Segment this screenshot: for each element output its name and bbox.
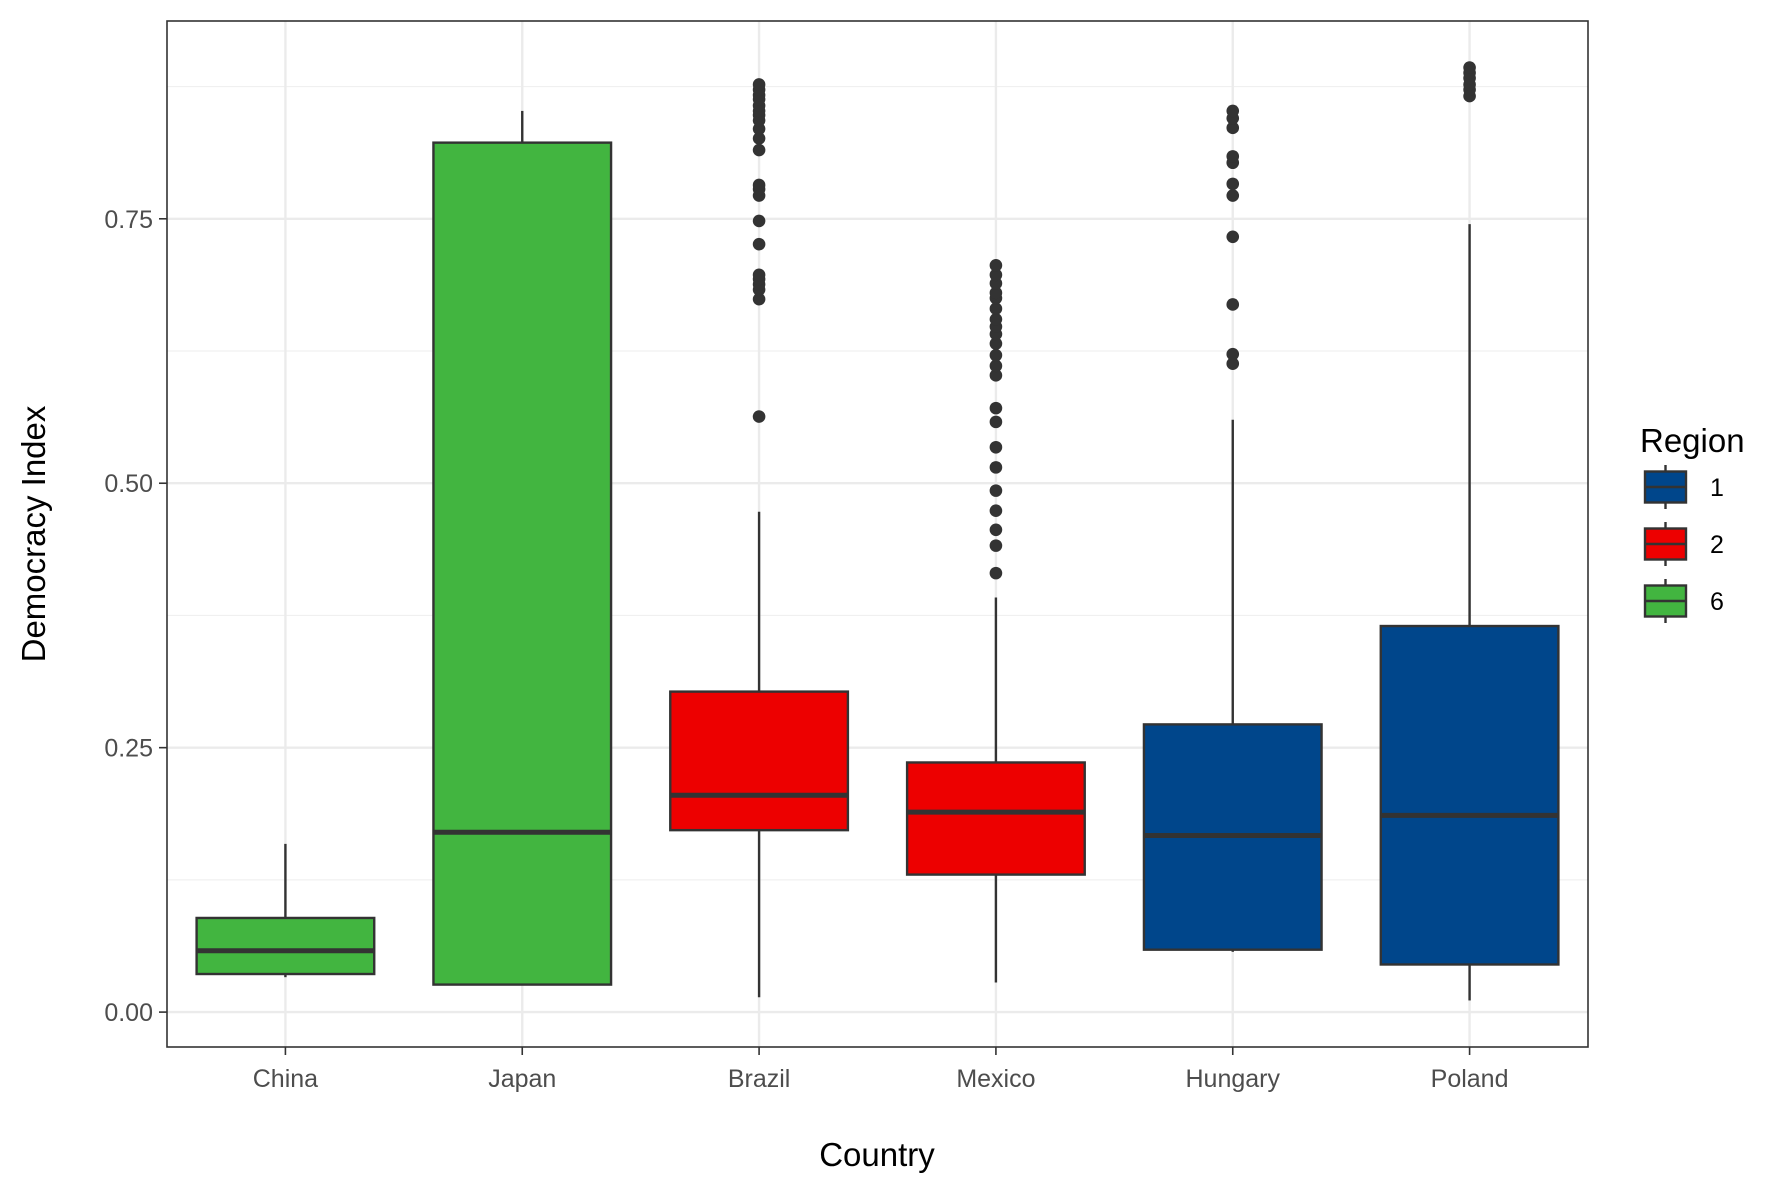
y-tick-label: 0.50	[104, 470, 153, 498]
box-hungary	[1142, 104, 1323, 952]
y-tick-label: 0.00	[104, 999, 153, 1027]
x-tick-label: Japan	[488, 1065, 556, 1093]
iqr-box	[905, 761, 1086, 876]
outlier-point	[1226, 104, 1240, 118]
outlier-point	[752, 268, 766, 282]
iqr-box	[1379, 624, 1560, 966]
box-china	[195, 843, 376, 978]
x-tick-label: Mexico	[956, 1065, 1035, 1093]
legend-label: 1	[1710, 474, 1724, 502]
iqr-box	[669, 690, 850, 832]
legend-title: Region	[1640, 422, 1745, 459]
outlier-point	[989, 523, 1003, 537]
y-axis-title: Democracy Index	[15, 405, 52, 662]
outlier-point	[1226, 298, 1240, 311]
legend-label: 2	[1710, 531, 1724, 559]
outlier-point	[1226, 150, 1240, 163]
legend-label: 6	[1710, 588, 1724, 616]
outlier-point	[752, 132, 766, 145]
outlier-point	[989, 268, 1003, 282]
outlier-point	[989, 440, 1003, 454]
outlier-point	[989, 539, 1003, 552]
box-japan	[432, 110, 613, 986]
x-tick-label: Poland	[1431, 1065, 1509, 1093]
legend: Region 1 2 6	[1640, 422, 1745, 623]
box-poland	[1379, 61, 1560, 1001]
outlier-point	[989, 566, 1003, 580]
x-axis-title: Country	[819, 1136, 935, 1173]
outlier-point	[989, 359, 1003, 373]
y-tick-label: 0.25	[104, 735, 153, 763]
x-axis: China Japan Brazil Mexico Hungary Poland	[253, 1047, 1509, 1093]
outlier-point	[989, 504, 1003, 518]
outlier-point	[989, 286, 1003, 300]
outlier-point	[989, 369, 1003, 382]
outlier-point	[1463, 61, 1476, 74]
x-tick-label: China	[253, 1065, 318, 1093]
outlier-point	[1226, 230, 1240, 244]
outlier-point	[989, 484, 1003, 497]
outlier-point	[989, 312, 1003, 326]
outlier-point	[989, 415, 1003, 429]
outlier-point	[752, 178, 766, 192]
outlier-point	[752, 143, 766, 157]
box-brazil	[669, 78, 850, 998]
outlier-point	[989, 401, 1003, 415]
y-tick-label: 0.75	[104, 206, 153, 234]
plot-panel	[167, 21, 1588, 1047]
iqr-box	[195, 916, 376, 976]
outlier-point	[752, 78, 766, 91]
outlier-point	[1226, 121, 1240, 135]
box-series	[195, 61, 1560, 1001]
outlier-point	[1226, 357, 1240, 371]
box-mexico	[905, 259, 1086, 983]
outlier-point	[989, 337, 1003, 350]
legend-item-2: 2	[1643, 522, 1724, 566]
legend-item-1: 1	[1643, 465, 1724, 509]
outlier-point	[1226, 177, 1240, 191]
outlier-point	[1226, 347, 1240, 361]
outlier-point	[752, 292, 766, 306]
outlier-point	[752, 214, 766, 228]
outlier-point	[989, 302, 1003, 316]
x-tick-label: Brazil	[728, 1065, 791, 1093]
iqr-box	[432, 141, 613, 986]
x-tick-label: Hungary	[1186, 1065, 1281, 1093]
outlier-point	[752, 410, 766, 423]
y-axis: 0.00 0.25 0.50 0.75	[104, 206, 167, 1027]
plot-border	[166, 20, 1589, 1048]
legend-item-6: 6	[1643, 579, 1724, 623]
outlier-point	[989, 461, 1003, 474]
outlier-point	[752, 237, 766, 251]
outlier-point	[989, 348, 1003, 362]
outlier-point	[989, 259, 1003, 272]
outlier-point	[1226, 189, 1240, 202]
